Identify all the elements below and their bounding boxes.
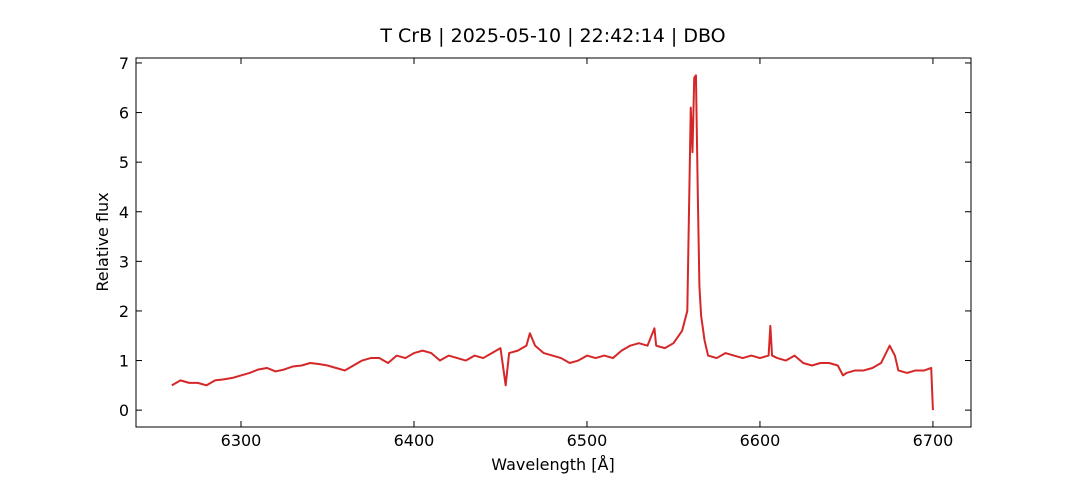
y-tick-label: 6 bbox=[119, 104, 129, 123]
x-tick-label: 6300 bbox=[221, 431, 262, 450]
y-tick-label: 2 bbox=[119, 302, 129, 321]
y-tick-label: 7 bbox=[119, 54, 129, 73]
y-tick-label: 4 bbox=[119, 203, 129, 222]
x-tick-label: 6600 bbox=[740, 431, 781, 450]
spectrum-line bbox=[171, 74, 934, 411]
y-tick-label: 1 bbox=[119, 352, 129, 371]
y-axis-label: Relative flux bbox=[93, 192, 112, 291]
y-tick-label: 3 bbox=[119, 252, 129, 271]
chart-title: T CrB | 2025-05-10 | 22:42:14 | DBO bbox=[379, 25, 725, 47]
x-tick-label: 6700 bbox=[913, 431, 954, 450]
x-axis-label: Wavelength [Å] bbox=[491, 455, 614, 474]
x-tick-label: 6500 bbox=[567, 431, 608, 450]
plot-frame bbox=[135, 57, 972, 428]
y-tick-label: 5 bbox=[119, 153, 129, 172]
y-tick-label: 0 bbox=[119, 401, 129, 420]
x-tick-label: 6400 bbox=[394, 431, 435, 450]
